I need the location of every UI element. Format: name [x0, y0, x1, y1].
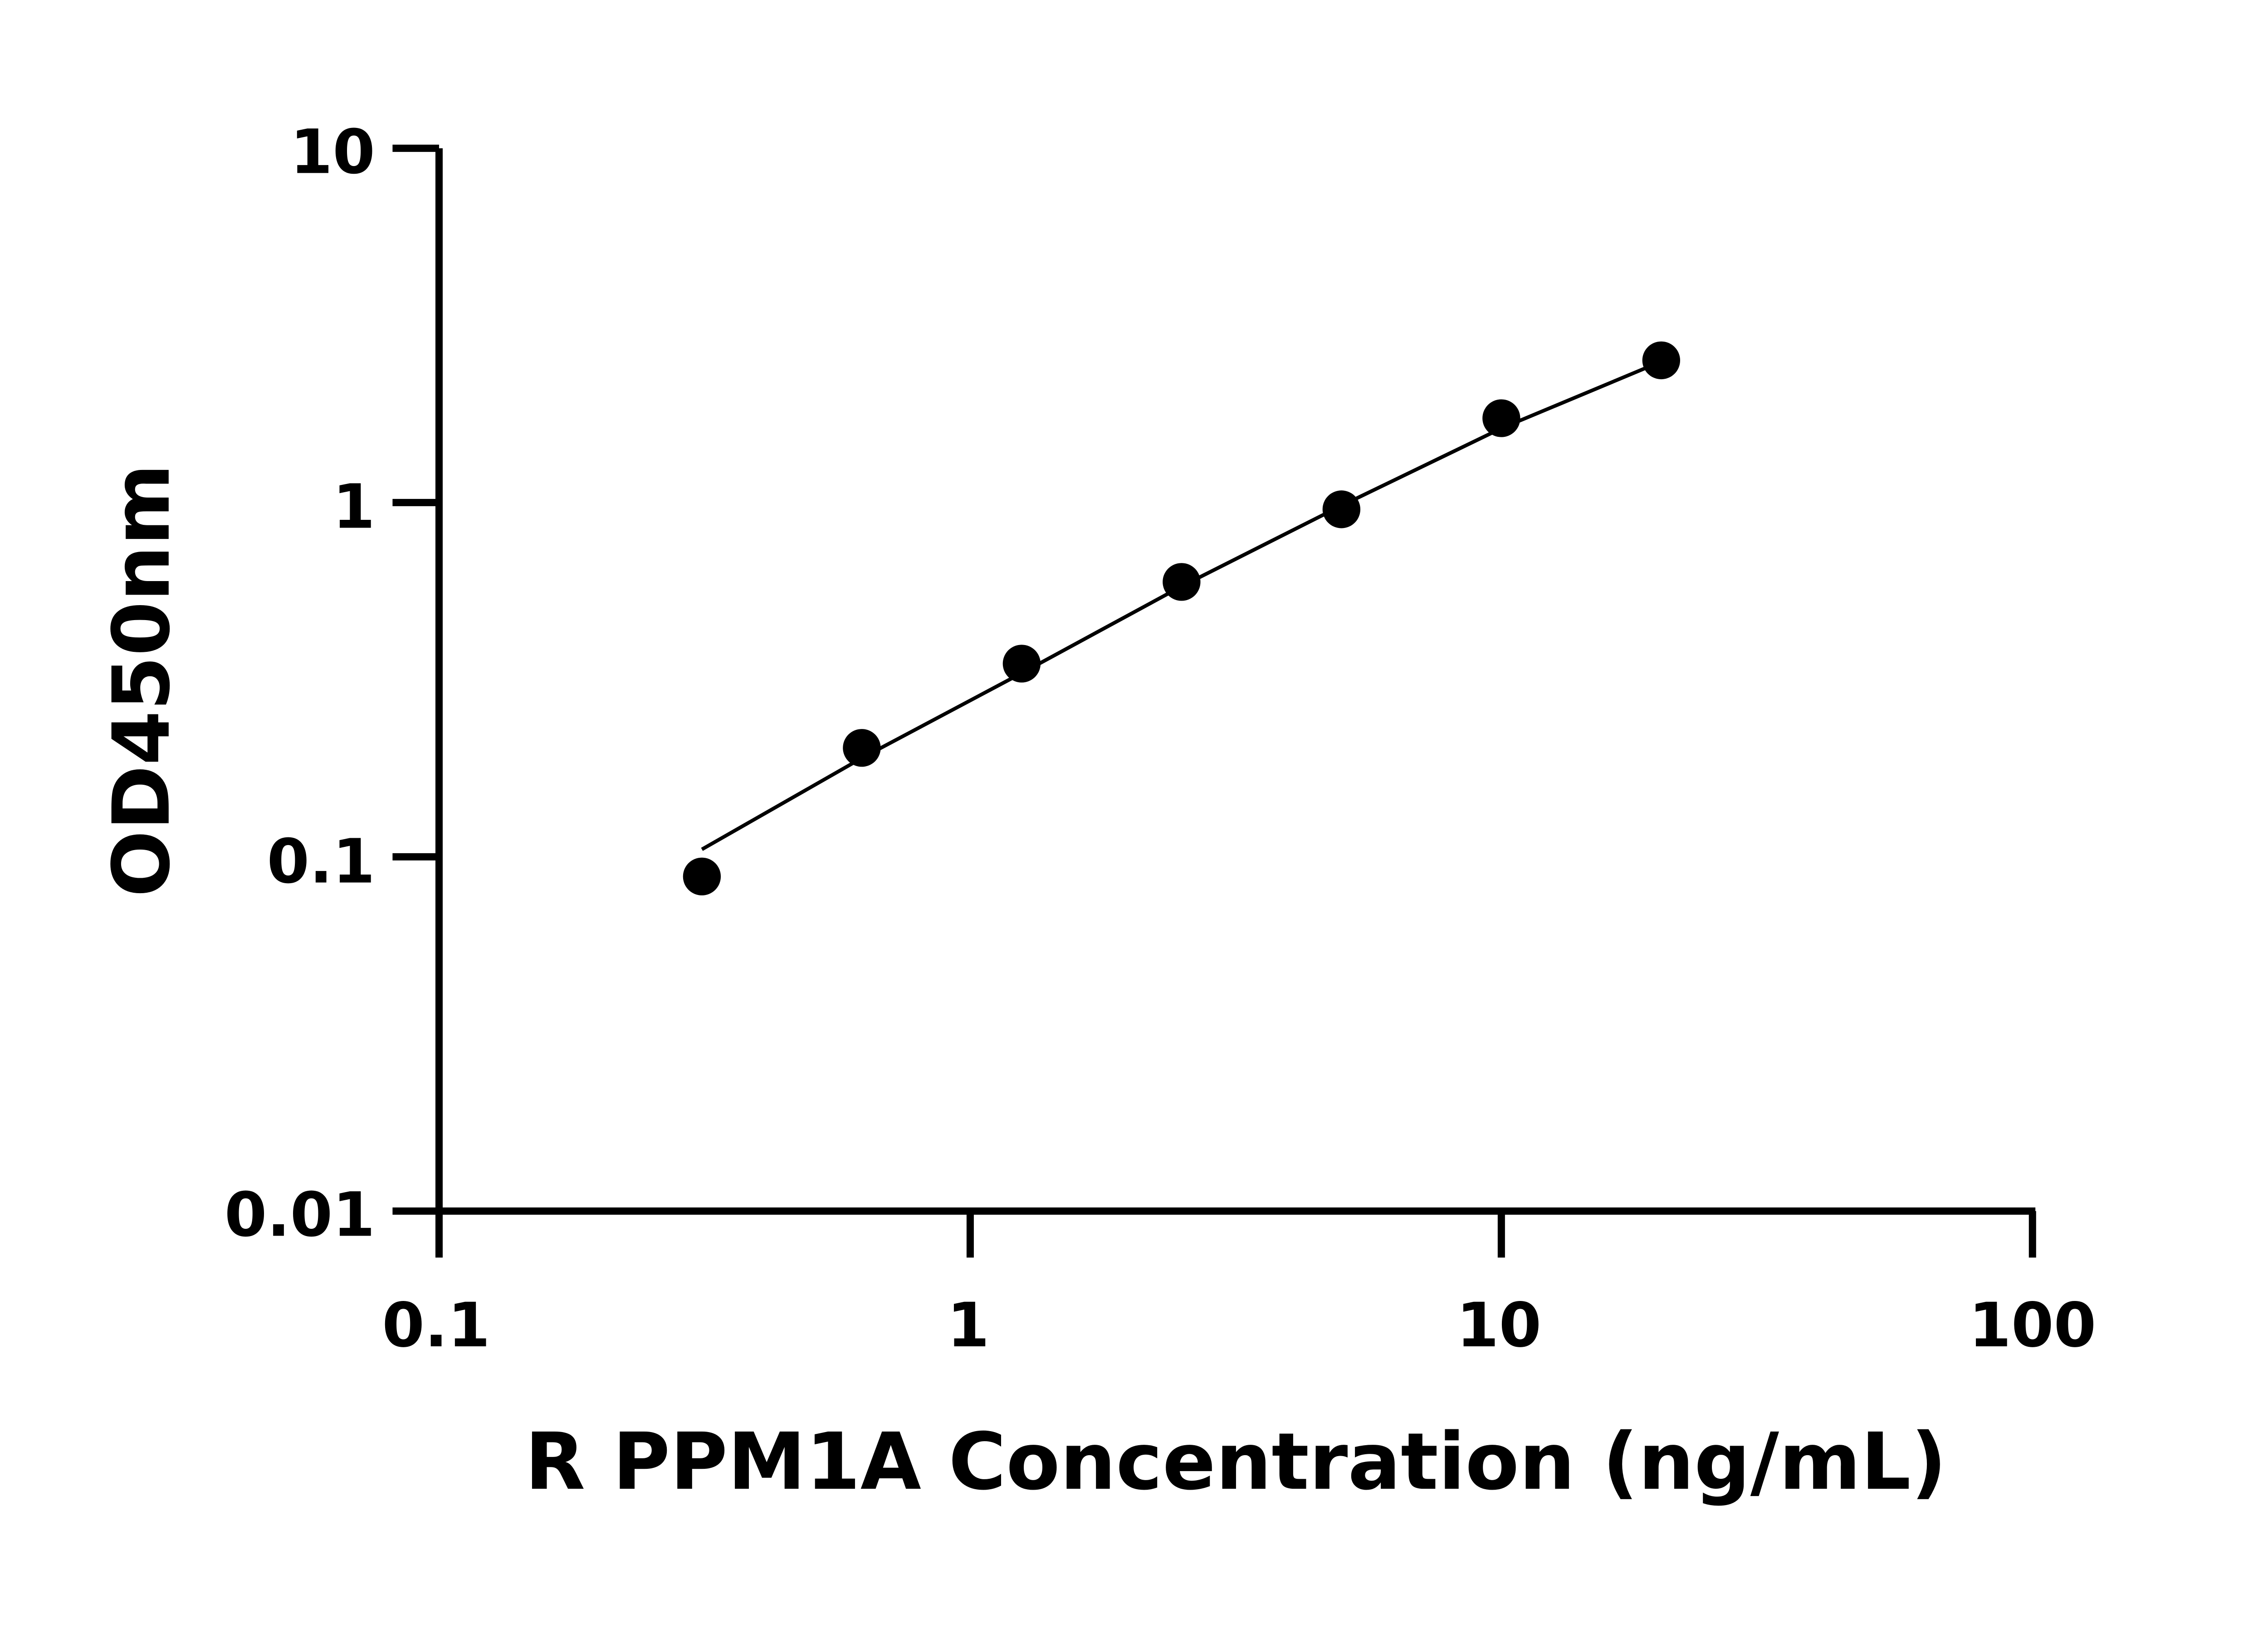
y-tick-label: 0.01: [225, 1179, 375, 1250]
y-tick-label: 1: [332, 471, 375, 542]
x-tick-label: 100: [1969, 1290, 2096, 1361]
chart-container: 0.01 0.1 1 10 0.1 1 10 100 R PPM1A Conce…: [96, 116, 2096, 1507]
data-point: [843, 729, 881, 767]
y-tick-label: 10: [290, 116, 375, 187]
x-tick-label: 10: [1457, 1290, 1541, 1361]
y-axis-title: OD450nm: [96, 464, 187, 897]
data-point: [1322, 490, 1361, 528]
x-axis-title: R PPM1A Concentration (ng/mL): [525, 1416, 1947, 1507]
x-tick-label: 0.1: [382, 1290, 490, 1361]
data-point: [1482, 399, 1520, 437]
y-tick-label: 0.1: [267, 826, 375, 897]
data-point: [1163, 563, 1201, 601]
data-point: [1002, 645, 1041, 683]
data-point: [1642, 341, 1680, 380]
fit-curve: [701, 360, 1662, 851]
data-point: [683, 857, 721, 895]
chart: 0.01 0.1 1 10 0.1 1 10 100 R PPM1A Conce…: [96, 116, 2096, 1507]
x-tick-label: 1: [947, 1290, 990, 1361]
